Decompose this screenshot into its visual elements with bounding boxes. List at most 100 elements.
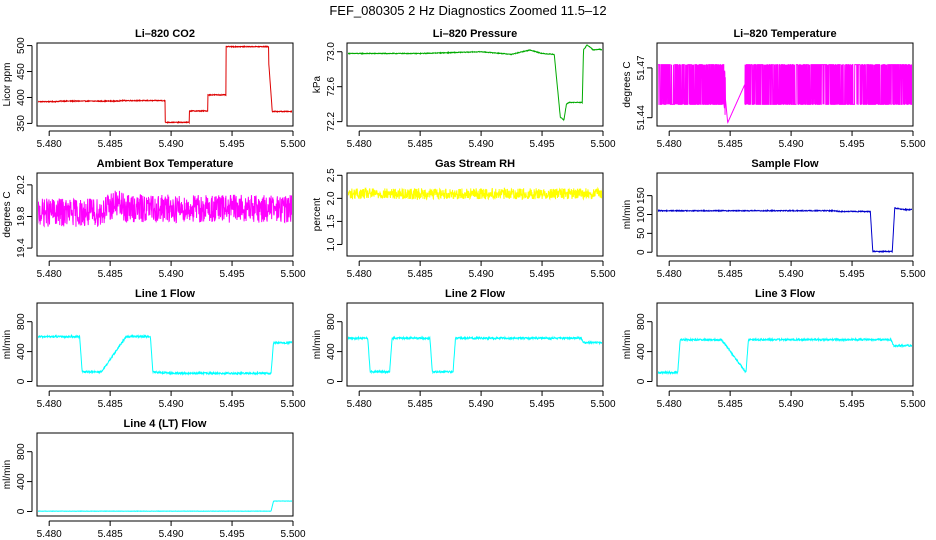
y-tick-label: 350 [16, 115, 27, 132]
panel-8: Line 2 Flow ml/min 5.480 5.485 5.490 5.495 5.5… [312, 288, 616, 410]
y-tick-label: 400 [326, 343, 337, 360]
plot-frame [346, 42, 604, 127]
panel-grid: Li–820 CO2 Licor ppm 5.480 5.485 5.490 5.495 5… [2, 28, 926, 540]
x-tick-label: 5.480 [347, 269, 372, 280]
panel-title: Line 4 (LT) Flow [124, 418, 207, 430]
y-tick-label: 72.2 [326, 111, 337, 131]
x-tick-label: 5.490 [469, 269, 494, 280]
panel-title: Gas Stream RH [435, 158, 515, 170]
y-tick-label: 400 [16, 473, 27, 490]
x-tick-label: 5.495 [220, 529, 245, 540]
x-tick-label: 5.485 [98, 529, 123, 540]
x-tick-label: 5.490 [159, 529, 184, 540]
x-tick-label: 5.495 [220, 399, 245, 410]
y-axis-label: ml/min [2, 460, 13, 489]
y-tick-label: 51.44 [636, 105, 647, 130]
x-tick-label: 5.500 [280, 269, 305, 280]
y-tick-label: 0 [16, 378, 27, 384]
y-axis-label: ml/min [2, 330, 13, 359]
x-tick-label: 5.485 [718, 139, 743, 150]
plot-frame [36, 432, 294, 517]
y-tick-label: 72.6 [326, 77, 337, 97]
series-line [38, 500, 292, 512]
panel-6: Sample Flow ml/min 5.480 5.485 5.490 5.495 5.5… [622, 158, 926, 280]
series-line [38, 190, 292, 228]
y-tick-label: 800 [326, 313, 337, 330]
x-tick-label: 5.490 [469, 399, 494, 410]
series-line [38, 333, 292, 376]
x-tick-label: 5.500 [590, 139, 615, 150]
y-tick-label: 450 [16, 63, 27, 80]
plot-frame [36, 172, 294, 257]
y-axis-label: ml/min [622, 330, 633, 359]
y-tick-label: 500 [16, 37, 27, 54]
x-tick-label: 5.480 [347, 399, 372, 410]
panel-1: Li–820 CO2 Licor ppm 5.480 5.485 5.490 5.495 5… [2, 28, 306, 150]
panel-5: Gas Stream RH percent 5.480 5.485 5.490 5.495… [312, 158, 616, 280]
panel-7: Line 1 Flow ml/min 5.480 5.485 5.490 5.495 5.5… [2, 288, 306, 410]
x-tick-label: 5.495 [220, 269, 245, 280]
x-tick-label: 5.480 [657, 269, 682, 280]
plot-frame [36, 42, 294, 127]
x-tick-label: 5.480 [37, 529, 62, 540]
series-line [658, 207, 912, 254]
x-tick-label: 5.500 [280, 139, 305, 150]
plot-frame [656, 302, 914, 387]
x-tick-label: 5.485 [98, 269, 123, 280]
panel-3: Li–820 Temperature degrees C 5.480 5.485 5.4… [622, 28, 926, 150]
panel-title: Li–820 Temperature [733, 28, 836, 40]
y-axis-label: degrees C [2, 191, 13, 237]
x-tick-label: 5.480 [347, 139, 372, 150]
panel-title: Sample Flow [751, 158, 819, 170]
x-tick-label: 5.500 [590, 399, 615, 410]
figure-title: FEF_080305 2 Hz Diagnostics Zoomed 11.5–… [329, 3, 606, 18]
y-tick-label: 0 [636, 378, 647, 384]
y-tick-label: 800 [16, 313, 27, 330]
x-tick-label: 5.485 [98, 139, 123, 150]
panel-title: Line 1 Flow [135, 288, 195, 300]
plot-frame [346, 302, 604, 387]
y-tick-label: 19.4 [16, 238, 27, 258]
x-tick-label: 5.485 [98, 399, 123, 410]
x-tick-label: 5.480 [657, 399, 682, 410]
x-tick-label: 5.485 [718, 269, 743, 280]
plot-frame [346, 172, 604, 257]
x-tick-label: 5.490 [779, 269, 804, 280]
y-tick-label: 50 [636, 227, 647, 239]
panel-title: Li–820 CO2 [135, 28, 195, 40]
panel-title: Line 2 Flow [445, 288, 505, 300]
y-tick-label: 0 [636, 249, 647, 255]
y-tick-label: 1.5 [326, 214, 337, 228]
series-line [38, 45, 292, 125]
y-tick-label: 0 [326, 378, 337, 384]
x-tick-label: 5.490 [159, 139, 184, 150]
x-tick-label: 5.485 [718, 399, 743, 410]
y-tick-label: 2.5 [326, 168, 337, 182]
series-line [348, 335, 602, 375]
y-tick-label: 2.0 [326, 191, 337, 205]
x-tick-label: 5.490 [779, 139, 804, 150]
y-tick-label: 100 [636, 206, 647, 223]
series-line [348, 186, 602, 201]
plot-frame [36, 302, 294, 387]
y-tick-label: 20.2 [16, 175, 27, 195]
panel-title: Li–820 Pressure [433, 28, 517, 40]
y-tick-label: 800 [636, 313, 647, 330]
x-tick-label: 5.500 [590, 269, 615, 280]
y-axis-label: degrees C [622, 61, 633, 107]
x-tick-label: 5.490 [469, 139, 494, 150]
y-tick-label: 400 [16, 343, 27, 360]
x-tick-label: 5.480 [657, 139, 682, 150]
y-axis-label: ml/min [312, 330, 323, 359]
panel-10: Line 4 (LT) Flow ml/min 5.480 5.485 5.490 5.4… [2, 418, 306, 540]
x-tick-label: 5.485 [408, 269, 433, 280]
y-tick-label: 1.0 [326, 237, 337, 251]
panel-4: Ambient Box Temperature degrees C 5.480 5.4… [2, 158, 306, 280]
series-line [348, 44, 602, 122]
panel-9: Line 3 Flow ml/min 5.480 5.485 5.490 5.495 5.5… [622, 288, 926, 410]
x-tick-label: 5.495 [530, 269, 555, 280]
plot-frame [656, 172, 914, 257]
panel-title: Line 3 Flow [755, 288, 815, 300]
x-tick-label: 5.485 [408, 139, 433, 150]
y-axis-label: percent [312, 198, 323, 232]
